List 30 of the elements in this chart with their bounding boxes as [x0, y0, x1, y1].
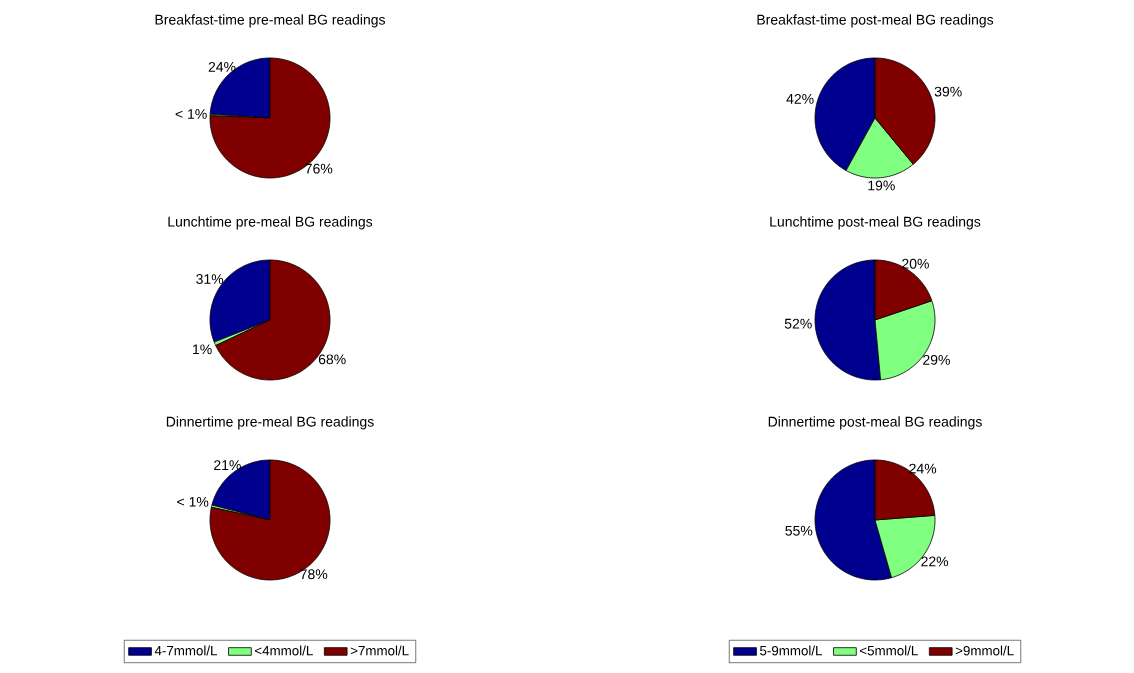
data-label: 24%	[909, 463, 937, 474]
data-label: 76%	[305, 163, 333, 174]
data-label: 31%	[196, 274, 224, 285]
chart-title: Breakfast-time pre-meal BG readings	[155, 14, 385, 28]
legend-label: 5-9mmol/L	[760, 645, 823, 656]
data-label: 42%	[786, 93, 814, 104]
chart-title: Dinnertime post-meal BG readings	[768, 416, 982, 430]
data-label: 68%	[318, 354, 346, 365]
data-label: 21%	[214, 460, 241, 471]
chart-title: Lunchtime post-meal BG readings	[770, 216, 981, 230]
legend-label: 4-7mmol/L	[154, 645, 218, 656]
data-label: 39%	[934, 86, 962, 97]
data-label: 1%	[193, 344, 212, 355]
data-label: 55%	[785, 525, 813, 536]
data-label: 19%	[868, 180, 895, 191]
data-label: < 1%	[175, 109, 207, 119]
chart-title: Breakfast-time post-meal BG readings	[757, 14, 994, 28]
data-label: 22%	[921, 556, 949, 567]
data-label: 20%	[902, 258, 929, 269]
data-label: < 1%	[177, 496, 209, 507]
chart-title: Dinnertime pre-meal BG readings	[166, 416, 374, 430]
legend-label: >9mmol/L	[955, 645, 1014, 656]
legend-label: <5mmol/L	[860, 645, 918, 656]
legend-label: <4mmol/L	[255, 645, 313, 656]
legend-label: >7mmol/L	[350, 645, 409, 656]
data-label: 52%	[784, 318, 812, 329]
data-label: 24%	[208, 61, 236, 72]
chart-title: Lunchtime pre-meal BG readings	[168, 216, 373, 230]
data-label: 29%	[923, 354, 950, 365]
data-label: 78%	[300, 569, 328, 580]
